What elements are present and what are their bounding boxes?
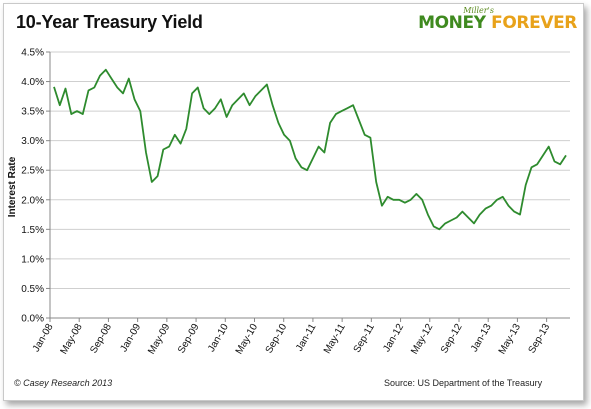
money-forever-logo: Miller's MONEY FOREVER bbox=[418, 6, 577, 32]
x-tick-label: May-09 bbox=[146, 322, 172, 357]
x-tick-label: May-11 bbox=[322, 322, 348, 356]
x-tick-label: May-12 bbox=[409, 322, 435, 357]
logo-main-text: MONEY FOREVER bbox=[418, 15, 577, 32]
series-line bbox=[53, 68, 567, 231]
y-tick-label: 0.5% bbox=[21, 284, 44, 295]
y-tick-label: 0.0% bbox=[21, 314, 44, 325]
chart-title: 10-Year Treasury Yield bbox=[16, 12, 203, 32]
x-tick-label: Sep-11 bbox=[352, 322, 377, 355]
x-tick-label: Jan-09 bbox=[118, 322, 143, 354]
axes bbox=[49, 52, 570, 319]
x-tick-label: Sep-12 bbox=[439, 322, 465, 356]
x-tick-label: Jan-12 bbox=[381, 322, 406, 354]
x-tick-label: May-10 bbox=[234, 322, 260, 357]
copyright-text: © Casey Research 2013 bbox=[14, 378, 113, 388]
x-tick-label: Jan-13 bbox=[469, 322, 494, 354]
x-tick-label: Jan-11 bbox=[294, 322, 319, 354]
y-axis-label: Interest Rate bbox=[7, 156, 18, 217]
y-axis-ticks: 0.0% 0.5% 1.0% 1.5% 2.0% 2.5% 3.0% 3.5% 4.0% 4.5% bbox=[21, 48, 50, 325]
x-tick-label: Sep-08 bbox=[88, 322, 114, 356]
series-group bbox=[53, 68, 567, 231]
gridlines bbox=[50, 51, 570, 289]
chart-frame bbox=[3, 3, 584, 401]
y-tick-label: 2.5% bbox=[21, 166, 44, 177]
logo-small-text: Miller's bbox=[463, 6, 494, 15]
x-tick-label: May-13 bbox=[497, 322, 523, 357]
logo-word-forever: FOREVER bbox=[491, 13, 577, 33]
x-tick-label: Sep-13 bbox=[527, 322, 553, 356]
y-tick-label: 3.5% bbox=[21, 107, 44, 118]
source-text: Source: US Department of the Treasury bbox=[384, 378, 543, 388]
y-tick-label: 3.0% bbox=[21, 136, 44, 147]
x-tick-label: May-08 bbox=[59, 322, 85, 357]
y-tick-label: 1.5% bbox=[21, 225, 44, 236]
logo-word-money: MONEY bbox=[418, 13, 486, 33]
x-tick-label: Jan-08 bbox=[31, 322, 56, 354]
y-tick-label: 4.5% bbox=[21, 48, 44, 59]
y-tick-label: 4.0% bbox=[21, 77, 44, 88]
x-tick-label: Jan-10 bbox=[206, 322, 231, 354]
x-tick-label: Sep-09 bbox=[176, 322, 202, 356]
x-tick-label: Sep-10 bbox=[264, 322, 290, 356]
y-tick-label: 2.0% bbox=[21, 195, 44, 206]
x-axis-ticks: Jan-08 May-08 Sep-08 Jan-09 May-09 Sep-09 Jan-… bbox=[31, 318, 553, 357]
y-tick-label: 1.0% bbox=[21, 254, 44, 265]
